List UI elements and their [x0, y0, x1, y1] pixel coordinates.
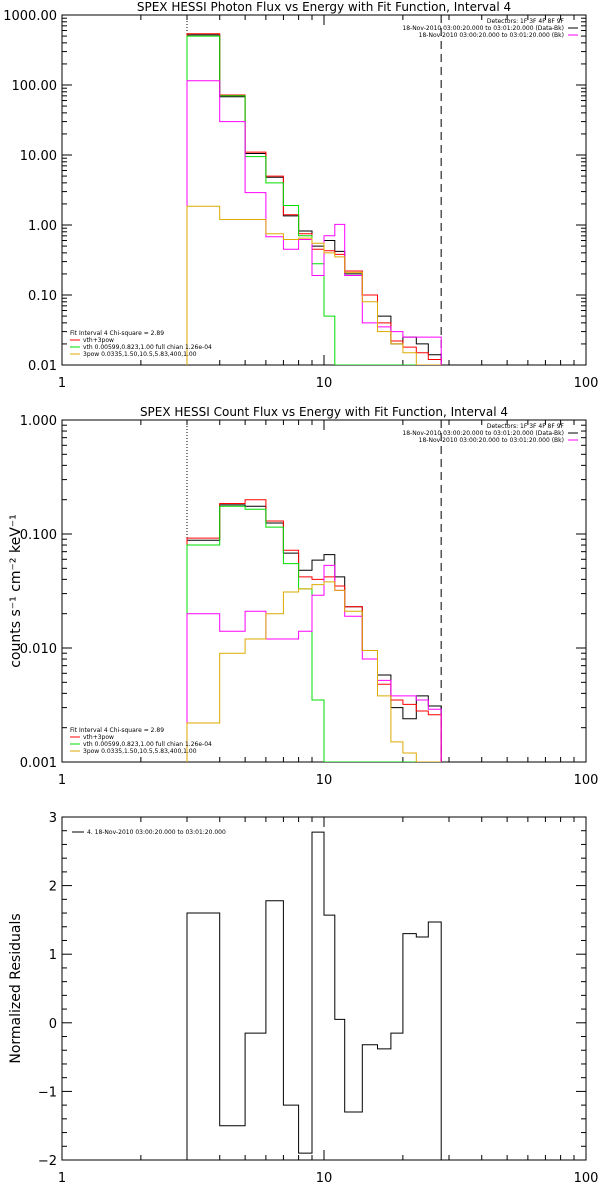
- legend-bottom-line-2: vth+3pow: [83, 337, 114, 344]
- y-tick-label: 100.00: [12, 79, 58, 94]
- legend-bottom-line-2: vth+3pow: [83, 734, 114, 741]
- legend-top-line-1: Detectors: 1F 3F 4F 8F 9F: [487, 18, 565, 25]
- y-tick-label: −2: [38, 1154, 57, 1169]
- y-tick-label: 2: [49, 880, 57, 895]
- y-tick-label: 3: [49, 811, 57, 826]
- series-line-3: [186, 505, 442, 762]
- legend-bottom-line-4: 3pow 0.0335,1.50,10.5,5.83,400,1.00: [83, 351, 197, 358]
- series-line-3: [186, 35, 442, 365]
- y-tick-label: 1: [49, 948, 57, 963]
- x-tick-label: 100: [574, 1171, 599, 1186]
- y-tick-label: 0.100: [20, 528, 57, 543]
- y-tick-label: 0.010: [20, 642, 57, 657]
- y-tick-label: 0: [49, 1017, 57, 1032]
- y-tick-label: 10.00: [20, 149, 57, 164]
- legend-top-line-3: 18-Nov-2010 03:00:20.000 to 03:01:20.000…: [419, 437, 564, 444]
- x-tick-label: 10: [316, 1171, 333, 1186]
- series-line-1: [186, 504, 442, 762]
- chart-title: SPEX HESSI Count Flux vs Energy with Fit…: [140, 405, 508, 419]
- x-tick-label: 100: [574, 376, 599, 391]
- x-tick-label: 1: [58, 1171, 66, 1186]
- series-group: [186, 831, 442, 1160]
- legend-top-line-2: 18-Nov-2010 03:00:20.000 to 03:01:20.000…: [402, 25, 564, 32]
- legend-bottom-line-4: 3pow 0.0335,1.50,10.5,5.83,400,1.00: [83, 748, 197, 755]
- series-line-2: [186, 33, 442, 365]
- y-tick-label: 0.10: [28, 289, 57, 304]
- y-tick-label: 1.000: [20, 414, 57, 429]
- y-tick-label: −1: [38, 1085, 57, 1100]
- series-line-4: [186, 564, 442, 762]
- y-tick-label: 1000.00: [3, 9, 57, 24]
- series-group: [186, 499, 442, 762]
- legend-top-line-1: Detectors: 1F 3F 4F 8F 9F: [487, 423, 565, 430]
- series-line-5: [186, 581, 442, 762]
- legend-bottom-line-1: Fit Interval 4 Chi-square = 2.89: [70, 727, 164, 734]
- chart-panel-3: Normalized Residuals 1 10 100 −2 −1 0 1 2 3 4. 18-…: [8, 811, 598, 1186]
- legend-top-line-3: 18-Nov-2010 03:00:20.000 to 03:01:20.000…: [419, 32, 564, 39]
- y-axis-label: counts s⁻¹ cm⁻² keV⁻¹: [8, 514, 24, 668]
- chart-title: SPEX HESSI Photon Flux vs Energy with Fi…: [137, 0, 511, 14]
- series-line-1: [186, 831, 442, 1160]
- x-tick-label: 1: [58, 376, 66, 391]
- x-tick-label: 100: [574, 773, 599, 788]
- chart-panel-2: SPEX HESSI Count Flux vs Energy with Fit…: [8, 405, 598, 788]
- y-tick-label: 1.00: [28, 219, 57, 234]
- series-line-4: [186, 80, 442, 365]
- y-axis-label: Normalized Residuals: [8, 913, 24, 1063]
- legend-entry: 4. 18-Nov-2010 03:00:20.000 to 03:01:20.…: [87, 829, 226, 836]
- series-group: [186, 33, 442, 365]
- x-tick-label: 10: [316, 376, 333, 391]
- legend-bottom-line-3: vth 0.00599,0.823,1.00 full chian 1.26e-…: [83, 344, 212, 351]
- legend-bottom-line-1: Fit Interval 4 Chi-square = 2.89: [70, 330, 164, 337]
- legend-top-line-2: 18-Nov-2010 03:00:20.000 to 03:01:20.000…: [402, 430, 564, 437]
- x-tick-label: 1: [58, 773, 66, 788]
- series-line-5: [186, 205, 442, 365]
- series-line-1: [186, 34, 442, 365]
- chart-panel-1: SPEX HESSI Photon Flux vs Energy with Fi…: [3, 0, 598, 391]
- y-tick-label: 0.01: [28, 359, 57, 374]
- legend-bottom-line-3: vth 0.00599,0.823,1.00 full chian 1.26e-…: [83, 741, 212, 748]
- y-tick-label: 0.001: [20, 756, 57, 771]
- x-tick-label: 10: [316, 773, 333, 788]
